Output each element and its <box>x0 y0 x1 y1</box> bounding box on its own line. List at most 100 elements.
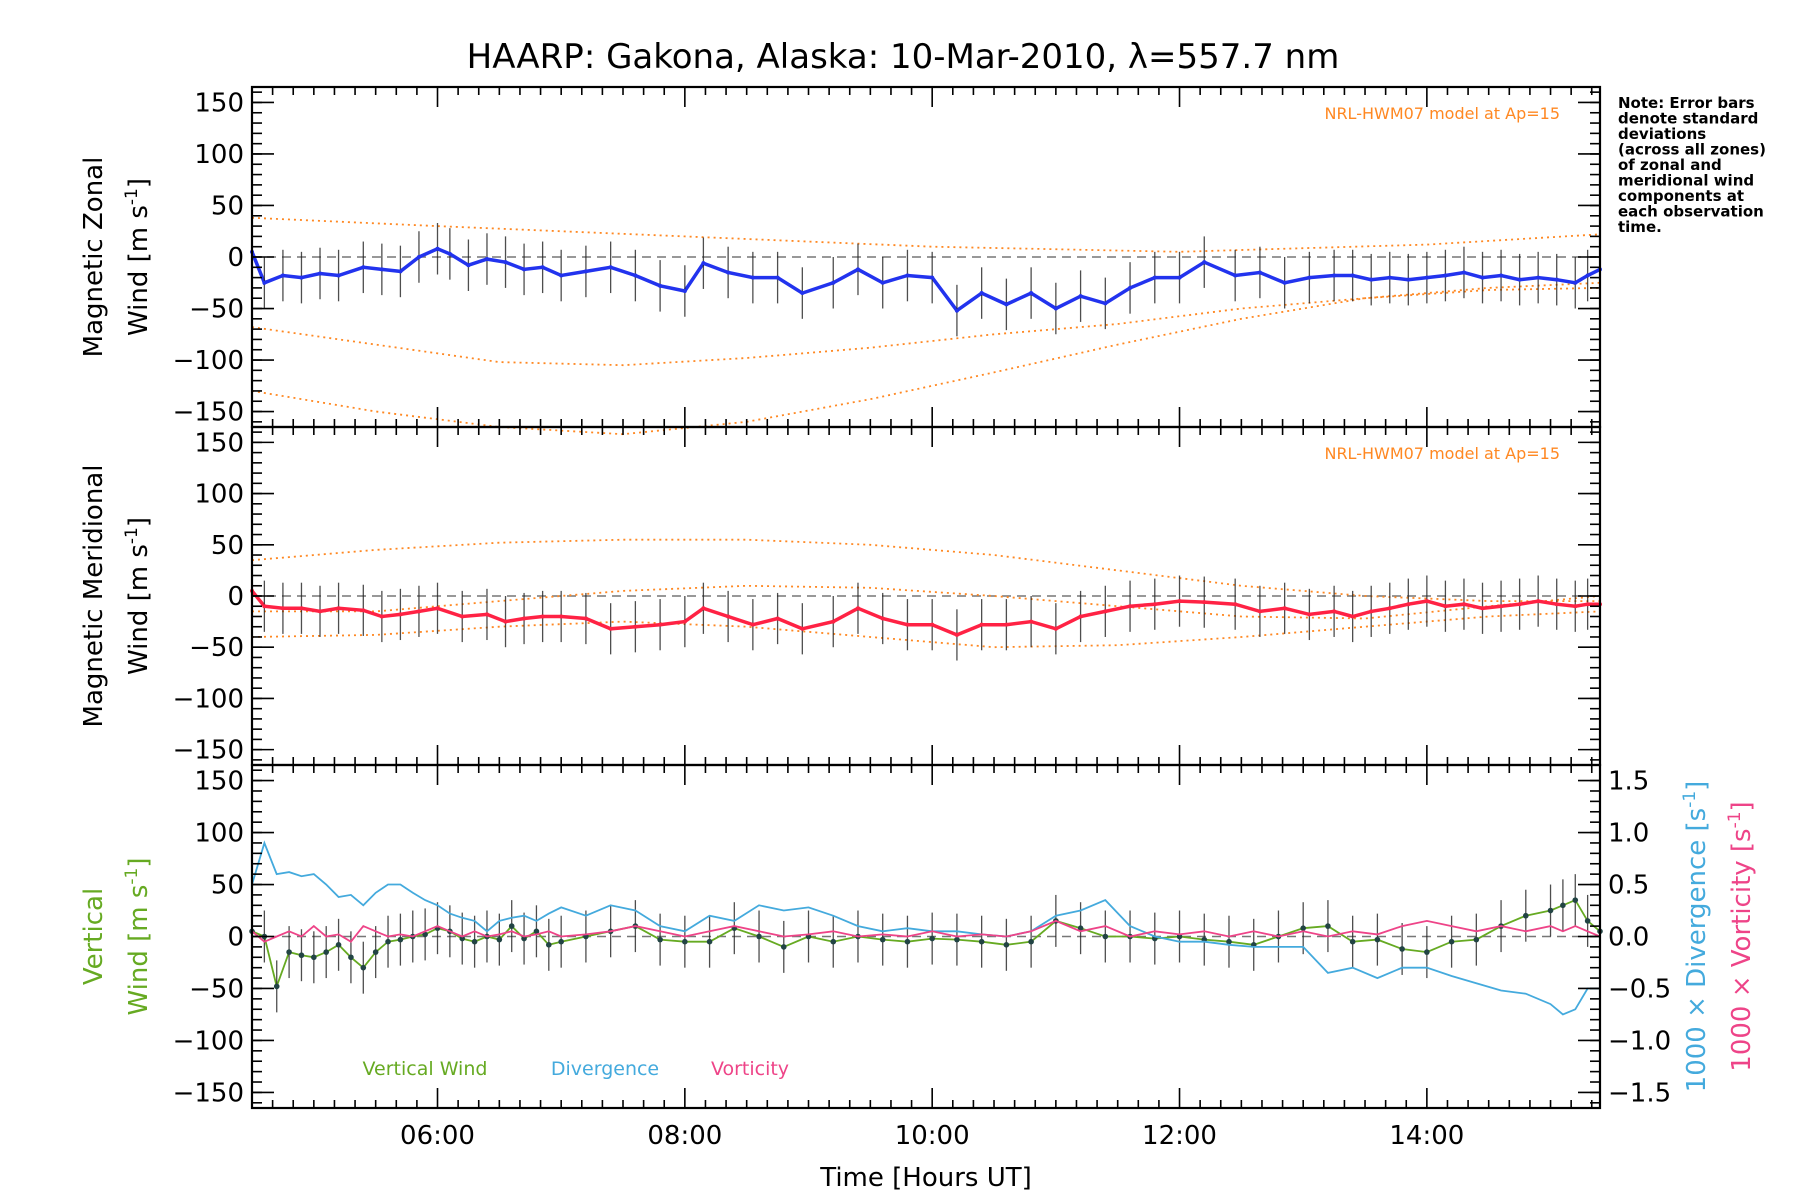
x-tick-label: 10:00 <box>895 1121 970 1151</box>
data-point <box>583 269 588 274</box>
data-point <box>416 609 421 614</box>
data-point <box>1053 626 1058 631</box>
data-point <box>1078 614 1083 619</box>
y-tick-label: −150 <box>173 1078 244 1108</box>
data-point <box>360 964 367 971</box>
right-axis-label-divergence: 1000 × Divergence [s-1] <box>1680 781 1712 1093</box>
y-tick-label: −50 <box>189 974 244 1004</box>
mean-wind-line <box>250 589 1600 637</box>
data-point <box>978 938 985 945</box>
right-axis-label-vorticity: 1000 × Vorticity [s-1] <box>1725 801 1757 1071</box>
model-curve <box>251 610 1601 649</box>
data-point <box>1461 602 1466 607</box>
data-point <box>546 942 552 948</box>
model-curve <box>251 287 1601 367</box>
data-point <box>954 308 959 313</box>
data-point <box>880 616 885 621</box>
data-point <box>318 271 323 276</box>
data-point <box>658 622 663 627</box>
right-tick-label: −1.0 <box>1608 1026 1671 1056</box>
data-point <box>348 954 354 961</box>
right-tick-label: 1.5 <box>1608 767 1649 797</box>
chart-title: HAARP: Gakona, Alaska: 10-Mar-2010, λ=55… <box>467 37 1340 77</box>
y-tick-label: 100 <box>194 819 244 849</box>
right-tick-label: 0.0 <box>1608 923 1649 953</box>
y-tick-label: 0 <box>227 243 244 273</box>
data-point <box>1307 612 1312 617</box>
data-point <box>1517 602 1522 607</box>
x-tick-label: 12:00 <box>1142 1121 1217 1151</box>
data-point <box>280 606 285 611</box>
data-point <box>1103 301 1108 306</box>
y-tick-label: −100 <box>173 1026 244 1056</box>
data-point <box>1369 277 1374 282</box>
data-point <box>1443 604 1448 609</box>
note-line: denote standard <box>1618 110 1758 128</box>
legend-item: Vorticity <box>711 1058 789 1080</box>
data-point <box>286 949 292 955</box>
data-point <box>1282 606 1287 611</box>
data-point <box>1585 273 1590 278</box>
data-point <box>1053 306 1058 311</box>
panel-vertical: −150 −100 −50 0 50 100 150 Vertical Wind [m s-1]… <box>79 763 1757 1193</box>
data-point <box>1257 270 1262 275</box>
data-point <box>1547 907 1554 914</box>
data-point <box>756 933 762 940</box>
data-point <box>608 265 613 270</box>
data-point <box>929 935 935 942</box>
data-point <box>540 614 545 619</box>
data-point <box>503 619 508 624</box>
data-point <box>608 626 613 631</box>
y-tick-label: 150 <box>194 88 244 118</box>
y-axis-label-line1: Magnetic Zonal <box>79 157 109 358</box>
data-point <box>831 619 836 624</box>
data-point <box>633 273 638 278</box>
data-point <box>750 622 755 627</box>
data-point <box>1480 275 1485 280</box>
y-tick-label: 100 <box>194 140 244 170</box>
data-point <box>460 614 465 619</box>
y-axis-label-line2: Wind [m s-1] <box>122 517 154 675</box>
data-point <box>1202 600 1207 605</box>
data-point <box>880 280 885 285</box>
data-point <box>979 622 984 627</box>
y-tick-label: 150 <box>194 428 244 458</box>
panel-meridional: −150 −100 −50 0 50 100 150 Magnetic Meridional W… <box>79 425 1602 767</box>
data-point <box>1350 614 1355 619</box>
data-point <box>855 267 860 272</box>
y-tick-label: 100 <box>194 480 244 510</box>
data-point <box>397 936 404 943</box>
data-point <box>657 936 663 943</box>
data-point <box>1448 938 1455 945</box>
vertical-wind-line <box>251 898 1601 990</box>
data-point <box>930 622 935 627</box>
data-point <box>522 267 527 272</box>
data-point <box>800 626 805 631</box>
data-point <box>1406 277 1411 282</box>
data-point <box>372 949 379 955</box>
data-point <box>1554 602 1559 607</box>
data-point <box>750 275 755 280</box>
note-line: Note: Error bars <box>1618 94 1755 112</box>
y-axis-label-line1: Magnetic Meridional <box>79 465 109 728</box>
data-point <box>1078 294 1083 299</box>
note-line: components at <box>1618 187 1744 205</box>
data-point <box>299 275 304 280</box>
data-point <box>1350 273 1355 278</box>
data-point <box>633 624 638 629</box>
y-tick-label: 0 <box>227 582 244 612</box>
data-point <box>780 944 787 950</box>
data-point <box>1004 622 1009 627</box>
data-point <box>1282 280 1287 285</box>
vorticity-line <box>251 919 1601 943</box>
model-annotation: NRL-HWM07 model at Ap=15 <box>1324 444 1560 463</box>
data-point <box>775 616 780 621</box>
data-point <box>1233 273 1238 278</box>
y-tick-label: −150 <box>173 398 244 428</box>
data-point <box>1300 925 1306 931</box>
data-point <box>522 616 527 621</box>
right-tick-label: 0.5 <box>1608 871 1649 901</box>
model-annotation: NRL-HWM07 model at Ap=15 <box>1324 104 1560 123</box>
data-point <box>559 273 564 278</box>
